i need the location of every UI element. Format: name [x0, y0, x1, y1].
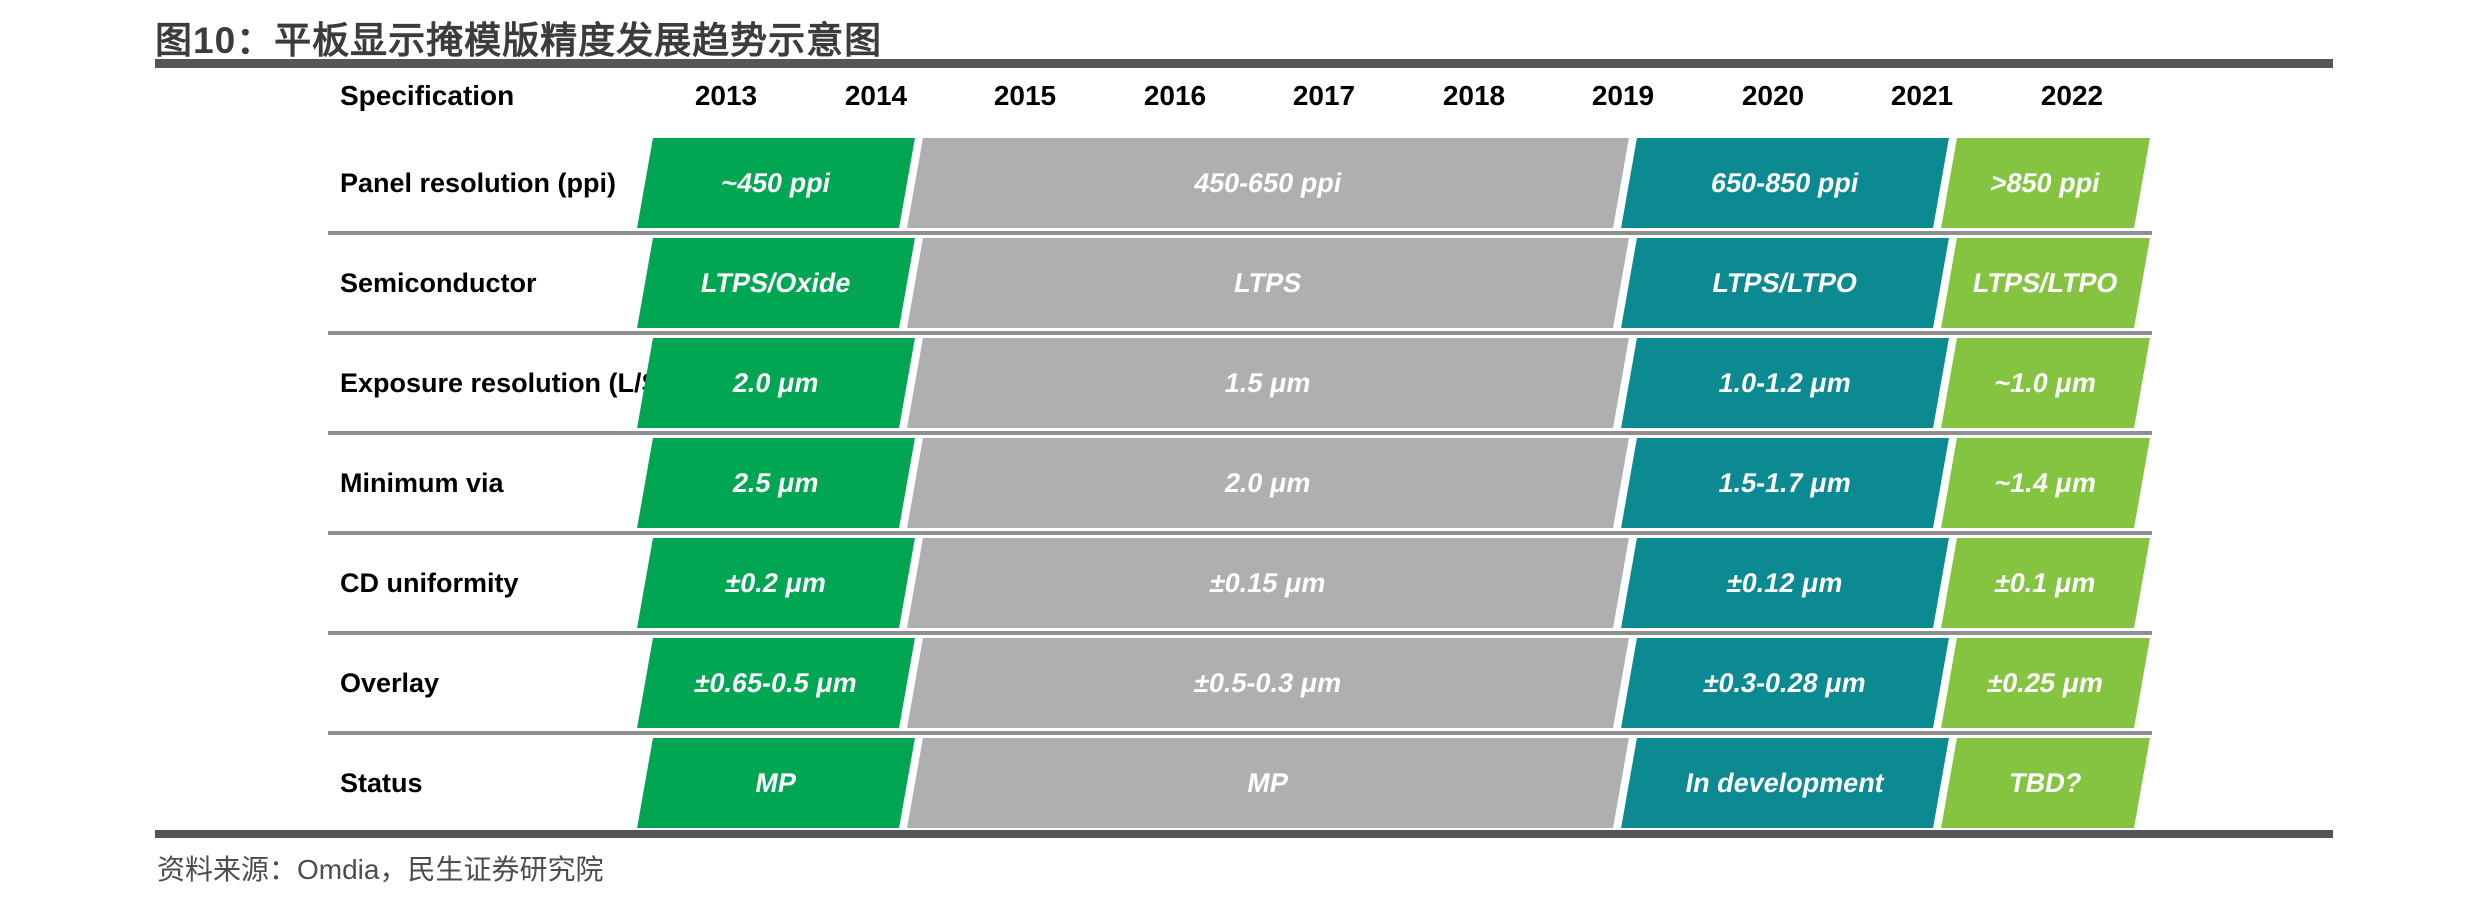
segment-2015-2019: 2.0 μm [907, 438, 1629, 528]
source-note: 资料来源：Omdia，民生证券研究院 [157, 854, 604, 885]
bottom-rule [155, 830, 2333, 838]
row-label: Panel resolution (ppi) [340, 167, 617, 198]
row-divider [328, 731, 2152, 735]
table-row: CD uniformity ±0.2 μm ±0.15 μm ±0.12 μm … [0, 538, 2481, 628]
segment-2020-2021: ±0.3-0.28 μm [1621, 638, 1949, 728]
year-label-2022: 2022 [2040, 80, 2104, 111]
segment-2020-2021: 650-850 ppi [1621, 138, 1949, 228]
row-label: Overlay [340, 667, 440, 698]
spec-column-header: Specification [340, 80, 515, 111]
segment-2020-2021: 1.0-1.2 μm [1621, 338, 1949, 428]
row-divider [328, 531, 2152, 535]
table-row: Minimum via 2.5 μm 2.0 μm 1.5-1.7 μm ~1.… [0, 438, 2481, 528]
year-label-2013: 2013 [694, 80, 758, 111]
table-row: Panel resolution (ppi) ~450 ppi 450-650 … [0, 138, 2481, 228]
segment-2022: ±0.1 μm [1941, 538, 2150, 628]
title-rule [155, 59, 2333, 68]
row-divider [328, 431, 2152, 435]
segment-2022: ~1.4 μm [1941, 438, 2150, 528]
segment-2020-2021: ±0.12 μm [1621, 538, 1949, 628]
row-label: Status [340, 767, 423, 798]
year-label-2020: 2020 [1741, 80, 1805, 111]
segment-2015-2019: LTPS [907, 238, 1629, 328]
segment-2015-2019: MP [907, 738, 1629, 828]
year-label-2014: 2014 [844, 80, 908, 111]
segment-2020-2021: LTPS/LTPO [1621, 238, 1949, 328]
segment-2013-2014: ±0.2 μm [637, 538, 915, 628]
segment-2020-2021: 1.5-1.7 μm [1621, 438, 1949, 528]
row-divider [328, 331, 2152, 335]
row-label: Exposure resolution (L/S) [340, 367, 669, 398]
year-label-2021: 2021 [1890, 80, 1954, 111]
segment-2013-2014: MP [637, 738, 915, 828]
segment-2022: ~1.0 μm [1941, 338, 2150, 428]
row-label: Minimum via [340, 467, 504, 498]
year-label-2018: 2018 [1442, 80, 1506, 111]
table-row: Status MP MP In development TBD? [0, 738, 2481, 828]
year-label-2016: 2016 [1143, 80, 1207, 111]
segment-2022: TBD? [1941, 738, 2150, 828]
segment-2013-2014: ±0.65-0.5 μm [637, 638, 915, 728]
table-row: Overlay ±0.65-0.5 μm ±0.5-0.3 μm ±0.3-0.… [0, 638, 2481, 728]
segment-2022: ±0.25 μm [1941, 638, 2150, 728]
segment-2015-2019: ±0.15 μm [907, 538, 1629, 628]
segment-2013-2014: LTPS/Oxide [637, 238, 915, 328]
table-row: Exposure resolution (L/S) 2.0 μm 1.5 μm … [0, 338, 2481, 428]
row-divider [328, 231, 2152, 235]
segment-2015-2019: 450-650 ppi [907, 138, 1629, 228]
year-label-2019: 2019 [1591, 80, 1655, 111]
segment-2022: >850 ppi [1941, 138, 2150, 228]
segment-2015-2019: 1.5 μm [907, 338, 1629, 428]
segment-2013-2014: ~450 ppi [637, 138, 915, 228]
row-label: Semiconductor [340, 267, 537, 298]
table-row: Semiconductor LTPS/Oxide LTPS LTPS/LTPO … [0, 238, 2481, 328]
segment-2022: LTPS/LTPO [1941, 238, 2150, 328]
figure-title: 图10：平板显示掩模版精度发展趋势示意图 [155, 20, 883, 61]
year-label-2015: 2015 [993, 80, 1057, 111]
year-label-2017: 2017 [1292, 80, 1356, 111]
segment-2013-2014: 2.5 μm [637, 438, 915, 528]
segment-2015-2019: ±0.5-0.3 μm [907, 638, 1629, 728]
segment-2020-2021: In development [1621, 738, 1949, 828]
row-divider [328, 631, 2152, 635]
row-label: CD uniformity [340, 567, 519, 598]
segment-2013-2014: 2.0 μm [637, 338, 915, 428]
